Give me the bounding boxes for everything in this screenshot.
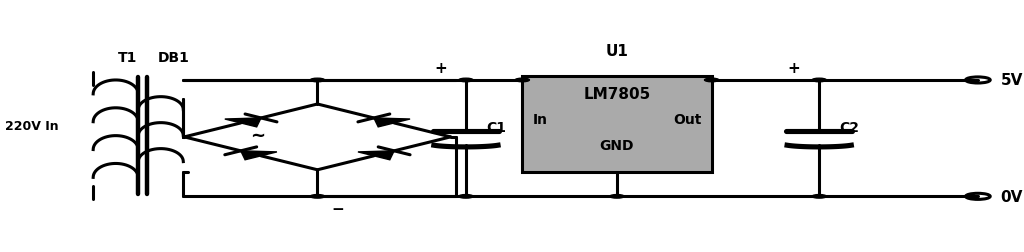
Text: −: − <box>332 202 344 217</box>
Polygon shape <box>241 151 276 160</box>
Text: +: + <box>787 60 800 76</box>
Text: T1: T1 <box>119 51 137 65</box>
Text: 5V: 5V <box>1000 73 1023 88</box>
Circle shape <box>459 79 473 82</box>
Circle shape <box>812 195 826 198</box>
Circle shape <box>459 195 473 198</box>
Text: GND: GND <box>600 139 634 153</box>
Circle shape <box>610 195 625 198</box>
Bar <box>522 77 712 173</box>
Text: 220V In: 220V In <box>5 119 58 133</box>
Text: Out: Out <box>673 113 701 127</box>
Text: DB1: DB1 <box>158 51 190 65</box>
Text: U1: U1 <box>605 44 629 59</box>
Polygon shape <box>225 118 261 127</box>
Text: ~: ~ <box>250 127 265 145</box>
Circle shape <box>812 79 826 82</box>
Text: 0V: 0V <box>1000 189 1023 204</box>
Text: C2: C2 <box>840 120 860 134</box>
Text: +: + <box>434 60 446 76</box>
Polygon shape <box>374 118 410 127</box>
Circle shape <box>310 195 325 198</box>
Circle shape <box>515 79 529 82</box>
Text: C1: C1 <box>486 120 507 134</box>
Text: LM7805: LM7805 <box>584 87 650 102</box>
Circle shape <box>310 79 325 82</box>
Circle shape <box>705 79 719 82</box>
Text: In: In <box>532 113 548 127</box>
Polygon shape <box>358 151 394 160</box>
